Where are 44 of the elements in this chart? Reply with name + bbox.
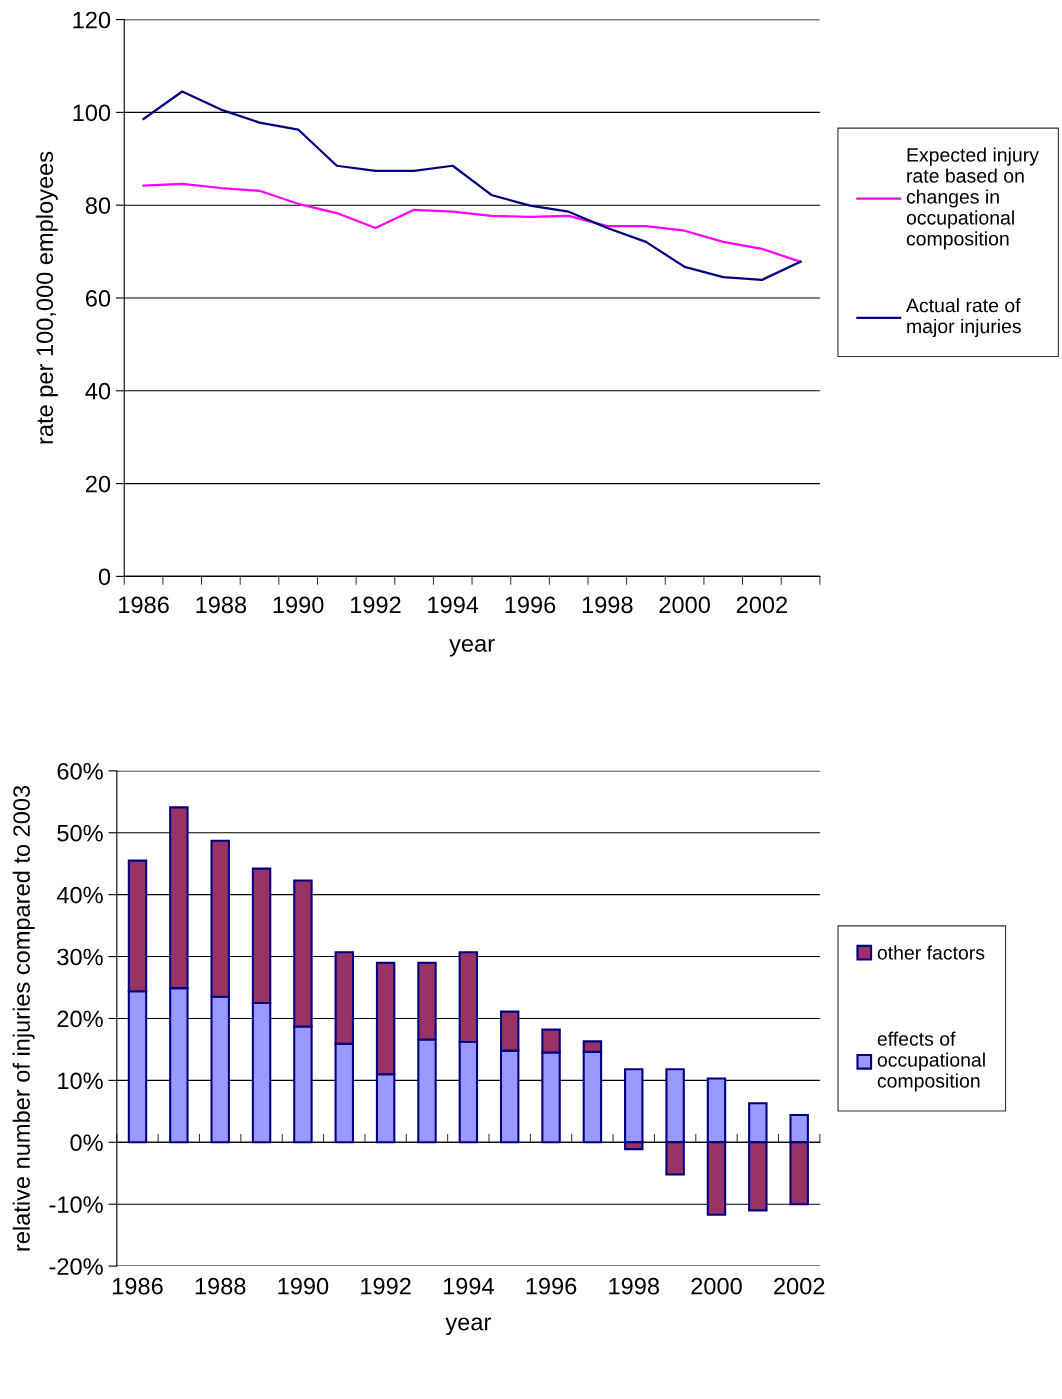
- line-series: [142, 90, 802, 281]
- x-axis-title: year: [449, 638, 495, 657]
- y-tick-label: 100: [73, 104, 111, 122]
- x-tick-label: 2002: [774, 1277, 825, 1295]
- x-tick-label: 1986: [119, 596, 169, 614]
- x-tick-label: 1996: [505, 596, 556, 614]
- x-axis-title: year: [445, 1317, 491, 1336]
- y-tick-label: 0%: [70, 1134, 103, 1152]
- y-tick-label: 50%: [57, 824, 103, 842]
- y-tick-label: 0: [98, 568, 111, 586]
- x-tick-label: 2000: [659, 596, 710, 614]
- y-tick-label: 40: [85, 382, 111, 400]
- legend-label: other factors: [877, 945, 985, 960]
- y-tick-label: 20%: [57, 1010, 103, 1028]
- x-tick-label: 1988: [195, 1277, 246, 1295]
- legend-label: effects of occupational composition: [877, 1031, 985, 1092]
- legend-label: Expected injury rate based on changes in occupational composition: [906, 147, 1039, 250]
- x-tick-label: 1992: [350, 596, 401, 614]
- y-axis-title: relative number of injuries compared to 2003: [12, 785, 35, 1251]
- x-tick-label: 1990: [273, 596, 324, 614]
- x-tick-label: 1998: [582, 596, 633, 614]
- y-tick-label: 60%: [57, 762, 103, 780]
- x-tick-label: 1990: [278, 1277, 329, 1295]
- x-tick-label: 2002: [736, 596, 787, 614]
- y-tick-label: 40%: [56, 886, 103, 904]
- y-tick-label: 80: [85, 197, 111, 214]
- x-tick-label: 1994: [443, 1277, 494, 1295]
- line-series: [142, 182, 802, 263]
- x-tick-label: 1996: [526, 1277, 577, 1295]
- x-tick-label: 1986: [113, 1277, 163, 1295]
- x-tick-label: 1988: [196, 596, 247, 614]
- y-tick-label: -20%: [49, 1258, 103, 1275]
- y-axis-title: rate per 100,000 employees: [35, 151, 58, 444]
- y-tick-label: 20: [85, 475, 111, 493]
- y-tick-label: 10%: [58, 1072, 103, 1090]
- y-tick-label: 30%: [57, 948, 103, 966]
- x-tick-label: 1992: [361, 1277, 411, 1295]
- x-tick-label: 1998: [609, 1277, 659, 1295]
- x-tick-label: 1994: [428, 596, 479, 614]
- x-tick-label: 2000: [691, 1277, 742, 1295]
- y-tick-label: 120: [73, 11, 111, 29]
- y-tick-label: 60: [86, 290, 111, 307]
- y-tick-label: -10%: [49, 1196, 103, 1213]
- legend-label: Actual rate of major injuries: [906, 298, 1021, 338]
